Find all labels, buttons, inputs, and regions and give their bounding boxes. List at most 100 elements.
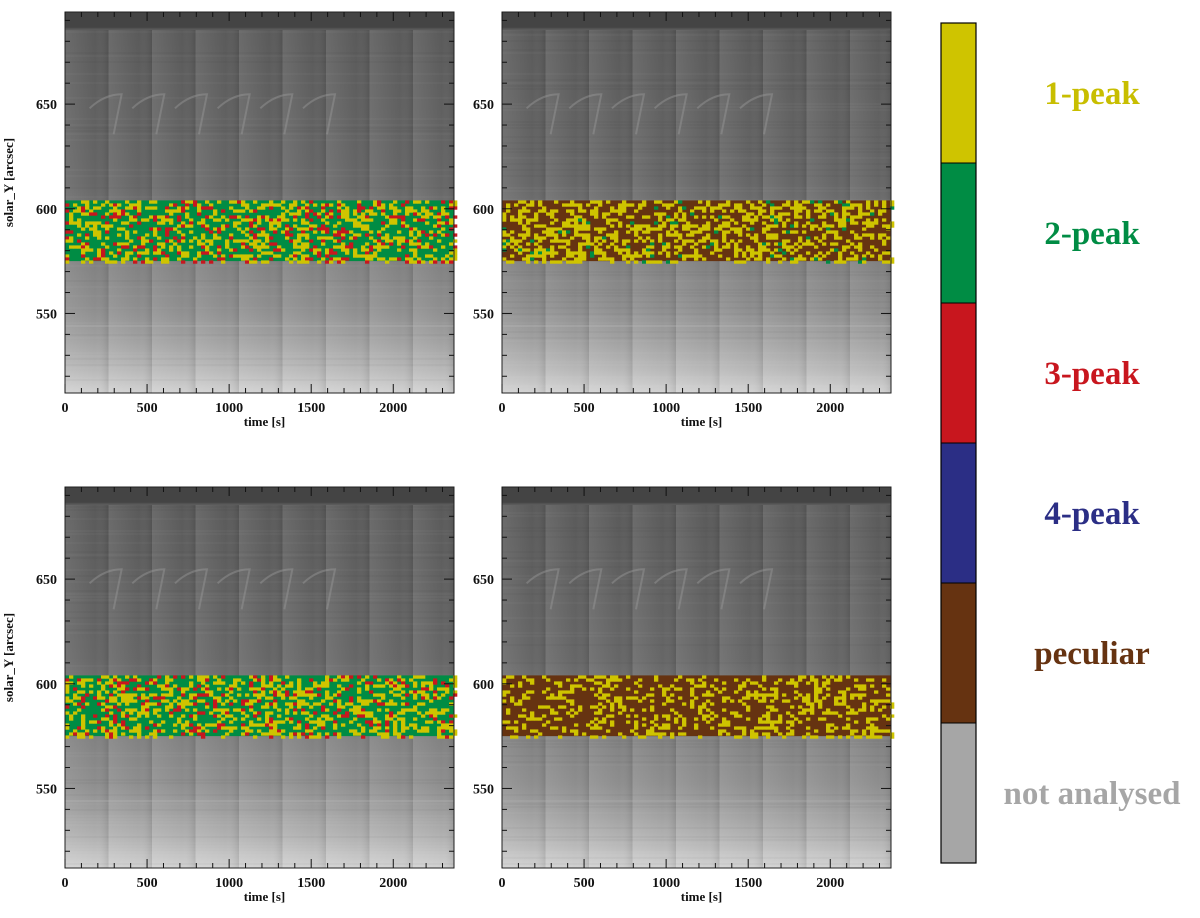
- band-pixel: [285, 702, 290, 706]
- band-pixel: [405, 260, 410, 264]
- band-pixel: [121, 221, 126, 225]
- band-pixel: [261, 230, 266, 234]
- band-pixel: [357, 711, 362, 715]
- band-pixel: [754, 218, 759, 222]
- band-pixel: [405, 708, 410, 712]
- band-pixel: [373, 212, 378, 216]
- band-pixel: [650, 693, 655, 697]
- band-pixel: [441, 227, 446, 231]
- band-pixel: [810, 678, 815, 682]
- band-pixel: [381, 684, 386, 688]
- band-pixel: [738, 714, 743, 718]
- band-pixel: [602, 236, 607, 240]
- band-pixel: [113, 209, 118, 213]
- band-pixel: [333, 245, 338, 249]
- band-pixel: [241, 254, 246, 258]
- band-pixel: [405, 239, 410, 243]
- band-pixel: [770, 215, 775, 219]
- band-pixel: [365, 242, 370, 246]
- band-pixel: [606, 684, 611, 688]
- band-pixel: [566, 254, 571, 258]
- band-pixel: [762, 693, 767, 697]
- band-pixel: [666, 260, 671, 264]
- band-pixel: [181, 690, 186, 694]
- band-pixel: [546, 230, 551, 234]
- band-pixel: [405, 702, 410, 706]
- band-pixel: [381, 693, 386, 697]
- band-pixel: [309, 735, 314, 739]
- band-pixel: [301, 230, 306, 234]
- band-pixel: [121, 684, 126, 688]
- band-pixel: [233, 708, 238, 712]
- band-pixel: [229, 684, 234, 688]
- band-pixel: [666, 254, 671, 258]
- band-pixel: [538, 203, 543, 207]
- band-pixel: [85, 200, 90, 204]
- band-pixel: [606, 218, 611, 222]
- band-pixel: [614, 696, 619, 700]
- band-pixel: [157, 251, 162, 255]
- band-pixel: [353, 236, 358, 240]
- band-pixel: [305, 726, 310, 730]
- band-pixel: [217, 714, 222, 718]
- band-pixel: [389, 203, 394, 207]
- band-pixel: [530, 690, 535, 694]
- band-pixel: [117, 251, 122, 255]
- band-pixel: [670, 221, 675, 225]
- x-tick-label: 2000: [379, 876, 407, 891]
- band-pixel: [874, 717, 879, 721]
- band-pixel: [718, 224, 723, 228]
- band-pixel: [858, 693, 863, 697]
- band-pixel: [850, 215, 855, 219]
- band-pixel: [333, 257, 338, 261]
- band-pixel: [361, 699, 366, 703]
- band-pixel: [854, 711, 859, 715]
- band-pixel: [257, 218, 262, 222]
- band-pixel: [866, 221, 871, 225]
- band-pixel: [530, 711, 535, 715]
- band-pixel: [445, 723, 450, 727]
- band-pixel: [337, 690, 342, 694]
- band-pixel: [622, 200, 627, 204]
- band-pixel: [265, 696, 270, 700]
- band-pixel: [385, 720, 390, 724]
- band-pixel: [209, 260, 214, 264]
- band-pixel: [77, 209, 82, 213]
- band-pixel: [221, 717, 226, 721]
- band-pixel: [806, 200, 811, 204]
- band-pixel: [401, 708, 406, 712]
- band-pixel: [289, 254, 294, 258]
- band-pixel: [425, 215, 430, 219]
- band-pixel: [185, 212, 190, 216]
- band-pixel: [530, 714, 535, 718]
- band-pixel: [746, 212, 751, 216]
- band-pixel: [305, 687, 310, 691]
- band-pixel: [125, 200, 130, 204]
- band-pixel: [237, 254, 242, 258]
- band-pixel: [293, 690, 298, 694]
- band-pixel: [377, 693, 382, 697]
- band-pixel: [333, 224, 338, 228]
- band-pixel: [594, 681, 599, 685]
- band-pixel: [385, 732, 390, 736]
- band-pixel: [610, 242, 615, 246]
- band-pixel: [181, 702, 186, 706]
- band-pixel: [169, 212, 174, 216]
- band-pixel: [538, 254, 543, 258]
- band-pixel: [738, 233, 743, 237]
- band-pixel: [642, 723, 647, 727]
- band-pixel: [389, 242, 394, 246]
- band-pixel: [209, 690, 214, 694]
- band-pixel: [373, 203, 378, 207]
- band-pixel: [762, 732, 767, 736]
- band-pixel: [385, 708, 390, 712]
- band-pixel: [425, 681, 430, 685]
- band-pixel: [526, 209, 531, 213]
- band-pixel: [261, 203, 266, 207]
- legend-label-1: 1-peak: [1044, 76, 1140, 112]
- band-pixel: [654, 675, 659, 679]
- band-pixel: [245, 257, 250, 261]
- band-pixel: [417, 242, 422, 246]
- band-pixel: [429, 230, 434, 234]
- band-pixel: [578, 675, 583, 679]
